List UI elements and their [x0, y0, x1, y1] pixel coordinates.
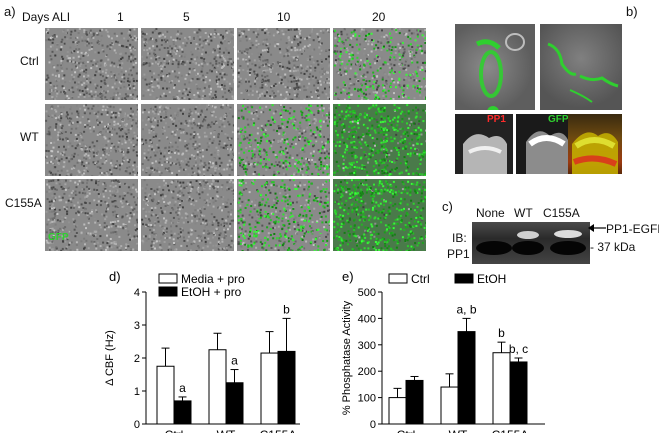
micrograph-cells-1: [455, 24, 535, 110]
legend-swatch: [158, 273, 178, 284]
bar: [388, 397, 407, 425]
micrograph-tile: [45, 28, 138, 100]
bar: [277, 350, 296, 425]
day-label-5: 5: [183, 10, 190, 24]
panel-a-label: a): [4, 4, 16, 19]
significance-label: b: [498, 326, 505, 340]
bar: [492, 352, 511, 425]
micrograph-tile: [333, 28, 426, 100]
band-label-upper: PP1-EGFP: [606, 222, 659, 236]
micrograph-tile: [237, 104, 330, 176]
y-tick-label: 3: [134, 320, 140, 332]
lane-label-c155a: C155A: [543, 206, 580, 220]
day-label-10: 10: [277, 10, 291, 24]
y-tick-label: 100: [358, 393, 376, 405]
bar: [457, 331, 476, 425]
day-label-1: 1: [117, 10, 124, 24]
chart-d: d) 0 1 2 3 4 Δ CBF (Hz) a Ctrl a WT b C155A Media + p…: [104, 269, 300, 433]
pp1-stain-image: [455, 114, 513, 174]
micrograph-tile: [141, 104, 234, 176]
y-axis-label: % Phosphatase Activity: [341, 300, 353, 415]
x-tick-label: C155A: [260, 428, 297, 433]
significance-label: a: [179, 381, 186, 395]
bar: [260, 352, 279, 425]
significance-label: b, c: [509, 342, 528, 356]
legend-entry: Media + pro: [181, 272, 245, 286]
chart-e: e) 0 100 200 300 400 500 % Phosphatase Activity…: [341, 269, 545, 433]
micrograph-tile: [333, 179, 426, 251]
bar: [405, 379, 424, 425]
ib-target-label: PP1: [447, 247, 470, 261]
bar: [440, 386, 459, 425]
y-tick-label: 2: [134, 353, 140, 365]
micrograph-tile: [45, 104, 138, 176]
x-tick-label: Ctrl: [397, 428, 416, 433]
gfp-label-b: GFP: [548, 114, 569, 125]
gfp-label-a: GFP: [48, 232, 69, 243]
y-tick-label: 300: [358, 340, 376, 352]
pp1-label-b: PP1: [487, 114, 506, 125]
significance-label: b: [283, 302, 290, 316]
legend-entry: EtOH: [477, 272, 506, 286]
x-tick-label: Ctrl: [165, 428, 184, 433]
legend-entry: Ctrl: [411, 272, 430, 286]
merge-image: [568, 114, 622, 174]
ib-label: IB:: [452, 231, 467, 245]
micrograph-tile: [141, 28, 234, 100]
legend-entry: EtOH + pro: [181, 285, 242, 299]
legend-swatch: [158, 286, 178, 297]
band-label-lower: - 37 kDa: [590, 240, 636, 254]
row-label-ctrl: Ctrl: [20, 54, 39, 68]
lane-label-wt: WT: [514, 206, 533, 220]
panel-c-label: c): [442, 199, 453, 214]
legend-swatch: [454, 273, 474, 284]
western-blot: [472, 222, 590, 264]
bar: [173, 400, 192, 425]
legend-swatch: [388, 273, 408, 284]
y-tick-label: 200: [358, 366, 376, 378]
micrograph-tile: [237, 179, 330, 251]
bar: [156, 365, 175, 425]
y-tick-label: 0: [370, 419, 376, 431]
panel-label: d): [109, 269, 121, 284]
panel-b-label: b): [626, 4, 638, 19]
micrograph-tile: [333, 104, 426, 176]
x-tick-label: WT: [449, 428, 468, 433]
bar: [509, 361, 528, 425]
arrow-icon: [588, 224, 606, 232]
significance-label: a, b: [456, 302, 476, 316]
day-label-20: 20: [372, 10, 386, 24]
row-label-wt: WT: [20, 130, 39, 144]
micrograph-tile: [237, 28, 330, 100]
x-tick-label: WT: [217, 428, 236, 433]
y-tick-label: 500: [358, 287, 376, 299]
y-tick-label: 4: [134, 287, 140, 299]
lane-label-none: None: [476, 206, 505, 220]
gfp-stain-image: [516, 114, 574, 174]
x-tick-label: C155A: [492, 428, 529, 433]
row-label-c155a: C155A: [5, 196, 42, 210]
days-ali-header: Days ALI: [22, 10, 71, 24]
micrograph-tile: [45, 179, 138, 251]
y-tick-label: 400: [358, 313, 376, 325]
y-tick-label: 1: [134, 386, 140, 398]
micrograph-cells-2: [540, 24, 622, 110]
y-tick-label: 0: [134, 419, 140, 431]
significance-label: a: [231, 354, 238, 368]
bar: [208, 349, 227, 425]
panel-label: e): [342, 269, 354, 284]
micrograph-tile: [141, 179, 234, 251]
y-axis-label: Δ CBF (Hz): [104, 330, 116, 386]
bar: [225, 382, 244, 425]
